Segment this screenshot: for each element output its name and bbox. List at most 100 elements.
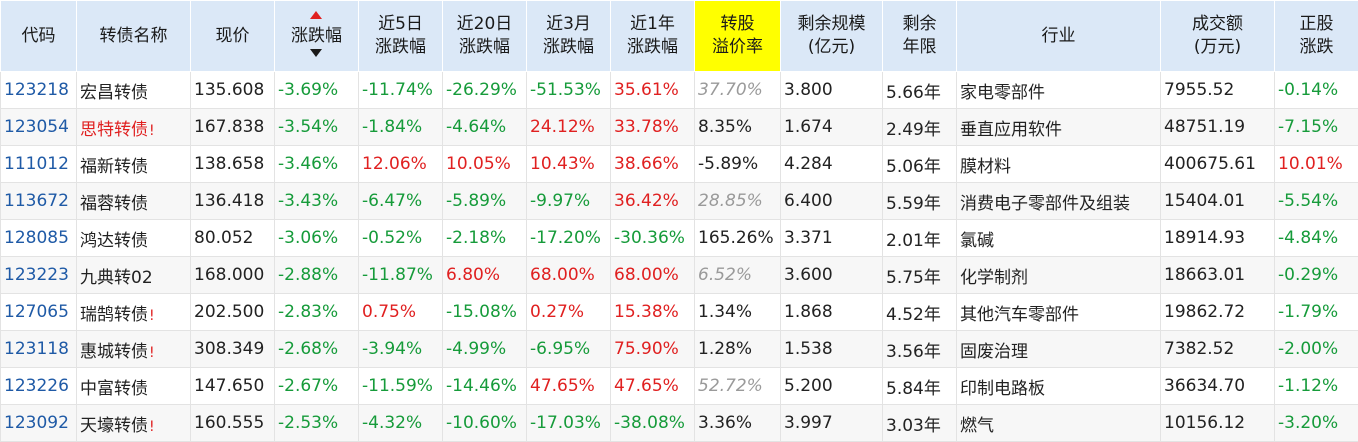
column-header-label: 现价: [216, 26, 250, 46]
price: 168.000: [191, 257, 275, 294]
turnover: 48751.19: [1161, 109, 1275, 146]
remaining-years: 2.01年: [883, 220, 957, 257]
stock-change: -1.12%: [1275, 368, 1358, 405]
remaining-scale: 5.200: [781, 368, 883, 405]
bond-code[interactable]: 123223: [1, 257, 77, 294]
industry: 氯碱: [957, 220, 1161, 257]
column-header[interactable]: 剩余规模(亿元): [781, 1, 883, 72]
change-3m: 24.12%: [527, 109, 611, 146]
column-header[interactable]: 转债名称: [77, 1, 191, 72]
industry: 固废治理: [957, 331, 1161, 368]
bond-name[interactable]: 九典转02: [77, 257, 191, 294]
column-header-label: 转股: [721, 14, 755, 34]
column-header-label: 剩余规模: [798, 14, 866, 34]
price: 308.349: [191, 331, 275, 368]
bond-code[interactable]: 127065: [1, 294, 77, 331]
change-pct: -2.83%: [275, 294, 359, 331]
bond-name[interactable]: 福蓉转债: [77, 183, 191, 220]
change-1y: 35.61%: [611, 72, 695, 109]
change-5d: -4.32%: [359, 405, 443, 442]
bond-code[interactable]: 111012: [1, 146, 77, 183]
change-1y: 15.38%: [611, 294, 695, 331]
column-header[interactable]: 成交额(万元): [1161, 1, 1275, 72]
change-1y: -38.08%: [611, 405, 695, 442]
conversion-premium: 52.72%: [695, 368, 781, 405]
change-5d: -6.47%: [359, 183, 443, 220]
change-pct: -3.43%: [275, 183, 359, 220]
sort-desc-icon[interactable]: [310, 49, 322, 57]
remaining-years: 5.59年: [883, 183, 957, 220]
remaining-years: 5.66年: [883, 72, 957, 109]
bond-code[interactable]: 113672: [1, 183, 77, 220]
column-header[interactable]: 近20日涨跌幅: [443, 1, 527, 72]
stock-change: -2.00%: [1275, 331, 1358, 368]
bond-code[interactable]: 128085: [1, 220, 77, 257]
warning-tag: !: [149, 419, 155, 435]
price: 147.650: [191, 368, 275, 405]
conversion-premium: 37.70%: [695, 72, 781, 109]
bond-name[interactable]: 思特转债!: [77, 109, 191, 146]
change-1y: 33.78%: [611, 109, 695, 146]
stock-change: -5.54%: [1275, 183, 1358, 220]
price: 136.418: [191, 183, 275, 220]
industry: 膜材料: [957, 146, 1161, 183]
sort-asc-icon[interactable]: [310, 11, 322, 19]
turnover: 15404.01: [1161, 183, 1275, 220]
column-header[interactable]: 现价: [191, 1, 275, 72]
bond-code[interactable]: 123054: [1, 109, 77, 146]
industry: 燃气: [957, 405, 1161, 442]
change-3m: -9.97%: [527, 183, 611, 220]
change-3m: -51.53%: [527, 72, 611, 109]
remaining-scale: 1.538: [781, 331, 883, 368]
turnover: 7382.52: [1161, 331, 1275, 368]
column-header-sublabel: 涨跌: [1300, 37, 1334, 57]
column-header[interactable]: 代码: [1, 1, 77, 72]
change-3m: -17.03%: [527, 405, 611, 442]
bond-name[interactable]: 宏昌转债: [77, 72, 191, 109]
column-header[interactable]: 近5日涨跌幅: [359, 1, 443, 72]
stock-change: -1.79%: [1275, 294, 1358, 331]
remaining-scale: 1.674: [781, 109, 883, 146]
column-header[interactable]: 正股涨跌: [1275, 1, 1358, 72]
bond-code[interactable]: 123226: [1, 368, 77, 405]
change-pct: -2.53%: [275, 405, 359, 442]
column-header[interactable]: 剩余年限: [883, 1, 957, 72]
bond-code[interactable]: 123118: [1, 331, 77, 368]
conversion-premium: 6.52%: [695, 257, 781, 294]
column-header[interactable]: 转股溢价率: [695, 1, 781, 72]
change-1y: -30.36%: [611, 220, 695, 257]
conversion-premium: 3.36%: [695, 405, 781, 442]
column-header[interactable]: 行业: [957, 1, 1161, 72]
remaining-years: 5.75年: [883, 257, 957, 294]
bond-name[interactable]: 瑞鹄转债!: [77, 294, 191, 331]
column-header[interactable]: 近1年涨跌幅: [611, 1, 695, 72]
change-5d: -11.59%: [359, 368, 443, 405]
remaining-scale: 6.400: [781, 183, 883, 220]
stock-change: 10.01%: [1275, 146, 1358, 183]
column-header-sublabel: 涨跌幅: [375, 37, 426, 57]
bond-name[interactable]: 福新转债: [77, 146, 191, 183]
bond-name[interactable]: 鸿达转债: [77, 220, 191, 257]
change-20d: -5.89%: [443, 183, 527, 220]
change-3m: 68.00%: [527, 257, 611, 294]
change-3m: 0.27%: [527, 294, 611, 331]
column-header[interactable]: 涨跌幅: [275, 1, 359, 72]
bond-name[interactable]: 天壕转债!: [77, 405, 191, 442]
remaining-scale: 3.371: [781, 220, 883, 257]
bond-code[interactable]: 123092: [1, 405, 77, 442]
column-header[interactable]: 近3月涨跌幅: [527, 1, 611, 72]
bond-name[interactable]: 惠城转债!: [77, 331, 191, 368]
bond-name[interactable]: 中富转债: [77, 368, 191, 405]
conversion-premium: 165.26%: [695, 220, 781, 257]
bond-code[interactable]: 123218: [1, 72, 77, 109]
